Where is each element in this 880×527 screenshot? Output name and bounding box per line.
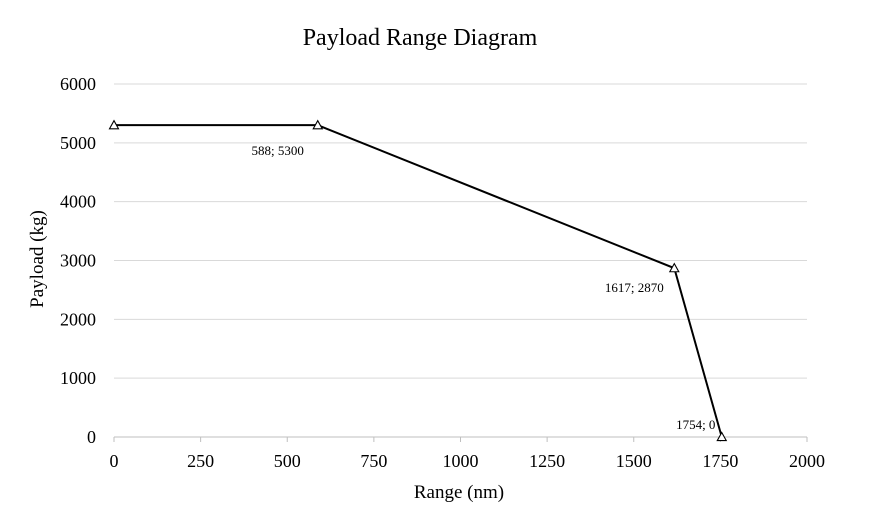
y-tick-label: 1000 [60, 368, 96, 388]
y-tick-label: 0 [87, 427, 96, 447]
x-tick-label: 750 [360, 451, 387, 471]
x-tick-label: 1750 [702, 451, 738, 471]
data-point-marker [716, 431, 728, 442]
y-tick-label: 4000 [60, 192, 96, 212]
x-tick-label: 1250 [529, 451, 565, 471]
data-label: 1754; 0 [676, 417, 715, 432]
y-tick-label: 3000 [60, 251, 96, 271]
x-tick-label: 0 [110, 451, 119, 471]
y-tick-label: 2000 [60, 309, 96, 329]
x-axis-label: Range (nm) [414, 482, 504, 503]
x-tick-label: 1500 [616, 451, 652, 471]
series-layer [108, 119, 728, 442]
x-tick-label: 250 [187, 451, 214, 471]
data-labels: 588; 5300 1617; 2870 1754; 0 [252, 143, 716, 432]
x-tick-label: 500 [274, 451, 301, 471]
data-point-marker [108, 119, 120, 130]
y-tick-label: 6000 [60, 74, 96, 94]
data-point-marker [668, 262, 680, 273]
x-tick-label: 2000 [789, 451, 825, 471]
data-label: 588; 5300 [252, 143, 304, 158]
x-axis-ticks: 0 250 500 750 1000 1250 1500 1750 2000 [110, 437, 825, 471]
y-axis-label: Payload (kg) [27, 210, 48, 308]
y-axis-ticks: 0 1000 2000 3000 4000 5000 6000 [60, 74, 96, 447]
series-line [114, 124, 723, 438]
gridlines [114, 83, 807, 379]
data-label: 1617; 2870 [605, 280, 664, 295]
y-tick-label: 5000 [60, 133, 96, 153]
x-tick-label: 1000 [443, 451, 479, 471]
data-point-marker [312, 119, 324, 130]
chart-title: Payload Range Diagram [303, 25, 538, 51]
